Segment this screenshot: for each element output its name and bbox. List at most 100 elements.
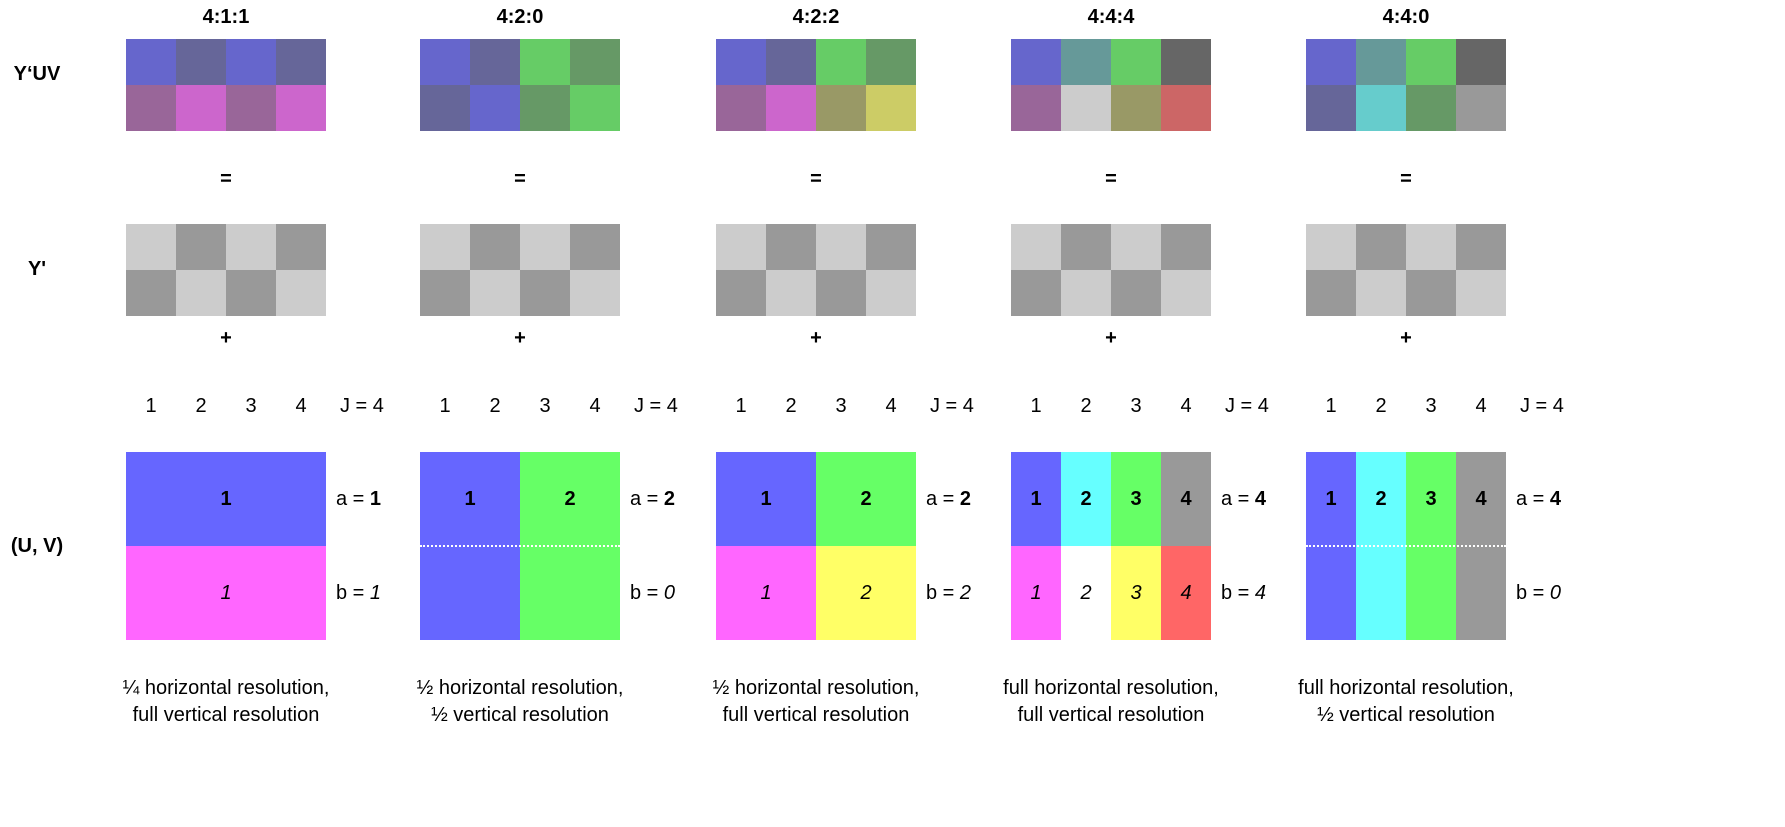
luma-grid (716, 224, 916, 316)
luma-cell (570, 270, 620, 316)
j-label: J = 4 (1520, 395, 1564, 417)
yuv-cell (176, 85, 226, 131)
yuv-cell (866, 85, 916, 131)
chroma-sample-top: 3 (1111, 452, 1161, 546)
chroma-sample-bottom (420, 546, 520, 640)
caption-line-2: ½ vertical resolution (1317, 704, 1495, 726)
luma-grid (420, 224, 620, 316)
luma-cell (1306, 224, 1356, 270)
yuv-cell (866, 39, 916, 85)
yuv-cell (1456, 85, 1506, 131)
a-value: 4 (1549, 488, 1562, 510)
a-value: 1 (369, 488, 382, 510)
plus-sign: + (220, 327, 232, 349)
j-label: J = 4 (340, 395, 384, 417)
yuv-cell (1011, 85, 1061, 131)
yuv-cell (276, 85, 326, 131)
caption-line-2: ½ vertical resolution (431, 704, 609, 726)
chroma-sample-bottom: 2 (1061, 546, 1111, 640)
luma-cell (226, 270, 276, 316)
yuv-cell (570, 85, 620, 131)
luma-cell (420, 270, 470, 316)
yuv-cell (716, 39, 766, 85)
b-value: 0 (663, 582, 676, 604)
plus-sign: + (1400, 327, 1412, 349)
luma-cell (420, 224, 470, 270)
sample-index: 2 (1375, 395, 1387, 417)
chroma-sample-top: 2 (1356, 452, 1406, 546)
luma-cell (766, 224, 816, 270)
luma-cell (1456, 224, 1506, 270)
luma-cell (520, 270, 570, 316)
chroma-sample-top: 1 (716, 452, 816, 546)
a-prefix: a = (1516, 488, 1550, 510)
scheme-title: 4:4:0 (1382, 6, 1430, 28)
yuv-cell (276, 39, 326, 85)
j-label: J = 4 (634, 395, 678, 417)
luma-cell (276, 270, 326, 316)
yuv-cell (126, 85, 176, 131)
chroma-sample-top: 2 (1061, 452, 1111, 546)
luma-cell (1111, 270, 1161, 316)
chroma-sample-bottom: 2 (816, 546, 916, 640)
yuv-cell (420, 39, 470, 85)
yuv-cell (1111, 85, 1161, 131)
resolution-caption: ¼ horizontal resolution, full vertical re… (96, 675, 356, 729)
yuv-cell (1011, 39, 1061, 85)
b-value: 4 (1254, 582, 1267, 604)
luma-cell (1011, 224, 1061, 270)
b-label: b = 0 (630, 582, 675, 605)
luma-cell (1161, 224, 1211, 270)
chroma-sample-top: 1 (1306, 452, 1356, 546)
sample-index: 3 (245, 395, 257, 417)
sample-index: 2 (1080, 395, 1092, 417)
yuv-cell (1161, 39, 1211, 85)
resolution-caption: full horizontal resolution, ½ vertical re… (1276, 675, 1536, 729)
yuv-cell (470, 85, 520, 131)
luma-cell (126, 224, 176, 270)
caption-line-2: full vertical resolution (1017, 704, 1205, 726)
a-prefix: a = (336, 488, 370, 510)
yuv-cell (1356, 39, 1406, 85)
sample-index: 1 (1325, 395, 1337, 417)
luma-cell (276, 224, 326, 270)
plus-sign: + (810, 327, 822, 349)
sample-index: 2 (785, 395, 797, 417)
chroma-sample-bottom (1456, 546, 1506, 640)
sample-index: 2 (489, 395, 501, 417)
chroma-sample-bottom (1406, 546, 1456, 640)
chroma-sample-top: 2 (520, 452, 620, 546)
luma-cell (570, 224, 620, 270)
chroma-sample-top: 4 (1161, 452, 1211, 546)
sample-index: 3 (835, 395, 847, 417)
luma-cell (816, 224, 866, 270)
chroma-sample-bottom (1356, 546, 1406, 640)
b-value: 1 (369, 582, 382, 604)
caption-line-1: full horizontal resolution, (1003, 677, 1219, 699)
chroma-sample-bottom: 4 (1161, 546, 1211, 640)
luma-cell (176, 224, 226, 270)
b-prefix: b = (1221, 582, 1255, 604)
yuv-grid (1011, 39, 1211, 131)
chroma-sample-bottom: 1 (716, 546, 816, 640)
luma-cell (1011, 270, 1061, 316)
caption-line-1: ½ horizontal resolution, (712, 677, 920, 699)
b-prefix: b = (1516, 582, 1550, 604)
a-value: 4 (1254, 488, 1267, 510)
row-label-y: Y' (27, 258, 47, 280)
luma-cell (716, 224, 766, 270)
equals-sign: = (810, 168, 822, 190)
j-label: J = 4 (1225, 395, 1269, 417)
sample-index: 1 (735, 395, 747, 417)
luma-cell (766, 270, 816, 316)
a-label: a = 4 (1221, 488, 1266, 511)
luma-cell (1356, 270, 1406, 316)
yuv-grid (420, 39, 620, 131)
yuv-cell (1356, 85, 1406, 131)
luma-cell (866, 224, 916, 270)
luma-cell (1161, 270, 1211, 316)
